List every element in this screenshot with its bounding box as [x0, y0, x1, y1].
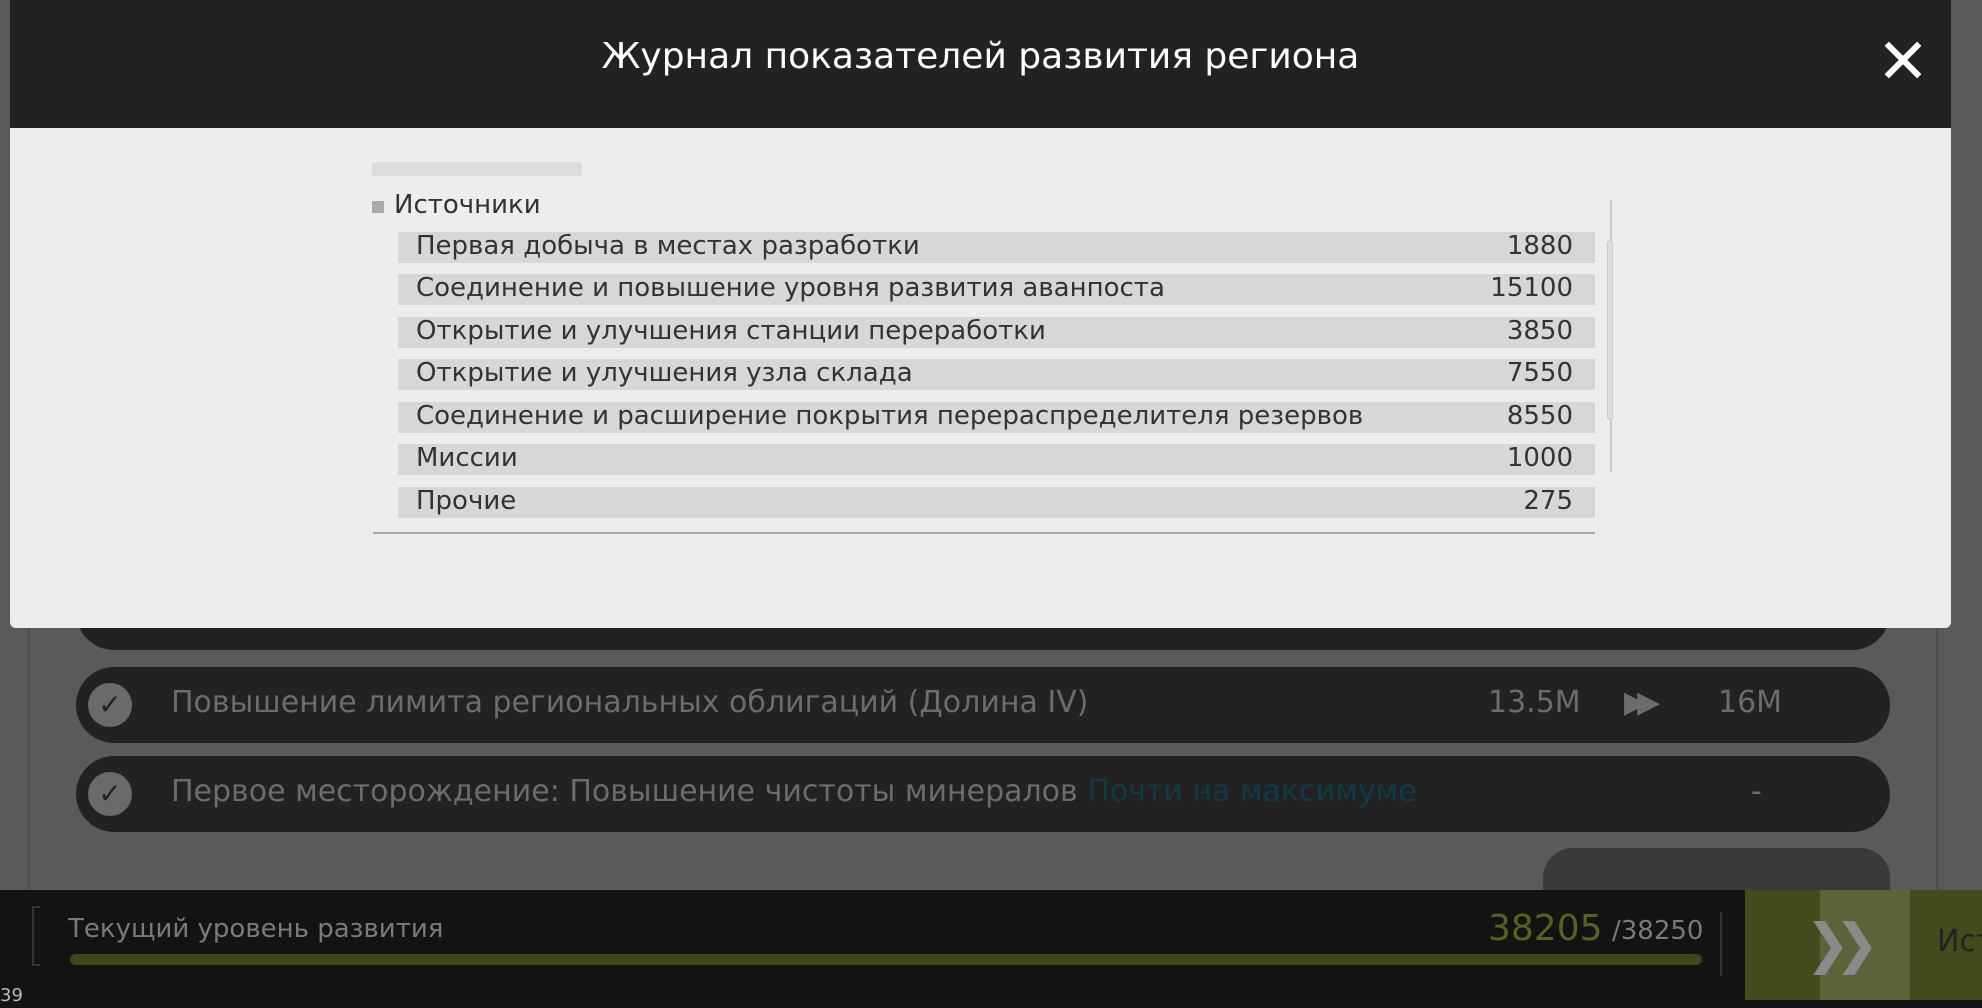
decorative-bar — [372, 162, 582, 176]
modal-body: Источники Первая добыча в местах разрабо… — [10, 128, 1951, 628]
bracket-decoration — [32, 906, 40, 966]
table-row: Прочие 275 — [398, 486, 1595, 518]
table-row: Миссии 1000 — [398, 443, 1595, 475]
progress-bar — [70, 954, 1703, 965]
table-row: Соединение и расширение покрытия перерас… — [398, 401, 1595, 433]
progress-fill — [70, 954, 1702, 965]
modal-title: Журнал показателей развития региона — [601, 36, 1360, 77]
divider — [1720, 912, 1722, 976]
corner-number: 39 — [0, 985, 23, 1006]
list-item[interactable]: ✓ Повышение лимита региональных облигаци… — [76, 667, 1890, 743]
square-bullet-icon — [372, 201, 384, 213]
table-row: Открытие и улучшения станции переработки… — [398, 316, 1595, 348]
progress-max: /38250 — [1612, 916, 1704, 946]
list-item-label: Повышение лимита региональных облигаций … — [171, 685, 1089, 720]
table-row: Соединение и повышение уровня развития а… — [398, 273, 1595, 305]
list-item[interactable]: ✓ Первое месторождение: Повышение чистот… — [76, 756, 1890, 832]
fast-forward-icon: ▶▶ — [1624, 685, 1660, 720]
table-row: Первая добыча в местах разработки 1880 — [398, 231, 1595, 263]
modal-header: Журнал показателей развития региона — [10, 0, 1951, 128]
value-from: 13.5M — [1488, 685, 1581, 720]
history-button[interactable]: ❯❯ Ист — [1745, 890, 1982, 1000]
history-button-label: Ист — [1937, 924, 1982, 959]
status-highlight: Почти на максимуме — [1087, 774, 1417, 809]
close-icon[interactable] — [1882, 40, 1922, 80]
fast-forward-icon: ❯❯ — [1805, 912, 1879, 975]
progress-bar-panel: Текущий уровень развития 38205 /38250 ❯❯… — [0, 890, 1982, 1008]
button-accent — [1820, 890, 1910, 1000]
value-to: 16M — [1718, 685, 1783, 720]
list-item-label: Первое месторождение: Повышение чистоты … — [171, 774, 1417, 809]
check-icon: ✓ — [88, 772, 132, 816]
progress-label: Текущий уровень развития — [68, 914, 444, 944]
divider — [373, 532, 1595, 534]
value: - — [1751, 774, 1762, 809]
scrollbar-thumb[interactable] — [1607, 240, 1613, 420]
section-header: Источники — [372, 190, 541, 220]
check-icon: ✓ — [88, 683, 132, 727]
progress-current: 38205 — [1488, 908, 1603, 949]
table-row: Открытие и улучшения узла склада 7550 — [398, 358, 1595, 390]
